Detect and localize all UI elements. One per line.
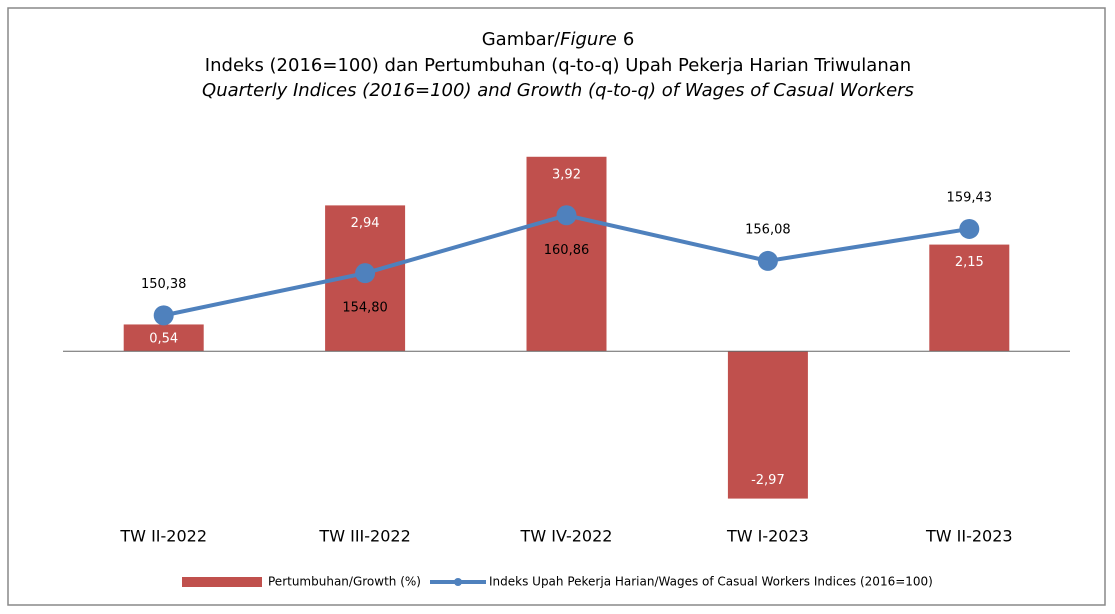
chart-subtitle: Indeks (2016=100) dan Pertumbuhan (q-to-… bbox=[205, 55, 911, 76]
line-marker bbox=[959, 218, 980, 239]
x-tick-label: TW I-2023 bbox=[726, 527, 809, 546]
legend-label: Pertumbuhan/Growth (%) bbox=[268, 575, 421, 589]
line-value-label: 154,80 bbox=[342, 301, 388, 316]
bar bbox=[526, 156, 607, 352]
bar-value-label: 3,92 bbox=[552, 167, 581, 182]
line-marker bbox=[153, 305, 174, 326]
legend-label: Indeks Upah Pekerja Harian/Wages of Casu… bbox=[489, 575, 933, 589]
line-value-label: 159,43 bbox=[947, 190, 993, 205]
line-value-label: 156,08 bbox=[745, 222, 791, 237]
line-marker bbox=[757, 250, 778, 271]
x-tick-label: TW IV-2022 bbox=[520, 527, 613, 546]
chart-subtitle-en: Quarterly Indices (2016=100) and Growth … bbox=[202, 80, 914, 101]
legend-swatch bbox=[182, 577, 262, 587]
line-marker bbox=[355, 263, 376, 284]
line-value-label: 160,86 bbox=[544, 243, 590, 258]
title-part: Figure bbox=[560, 29, 617, 50]
title-part: Gambar/ bbox=[482, 29, 561, 50]
bar bbox=[929, 244, 1010, 352]
bar bbox=[727, 351, 808, 499]
title-part: 6 bbox=[623, 29, 634, 50]
legend: Pertumbuhan/Growth (%) Indeks Upah Pekerj… bbox=[182, 575, 933, 589]
x-tick-label: TW II-2022 bbox=[119, 527, 207, 546]
bar-value-label: 0,54 bbox=[149, 332, 178, 347]
line-marker bbox=[556, 205, 577, 226]
legend-swatch-marker bbox=[454, 578, 462, 586]
x-tick-label: TW III-2022 bbox=[318, 527, 410, 546]
bar-value-label: -2,97 bbox=[751, 473, 785, 488]
bar bbox=[123, 324, 204, 352]
bar-value-label: 2,15 bbox=[955, 255, 984, 270]
chart-title: Gambar/Figure 6 bbox=[482, 29, 635, 50]
x-tick-label: TW II-2023 bbox=[925, 527, 1013, 546]
bar-value-label: 2,94 bbox=[351, 216, 380, 231]
line-value-label: 150,38 bbox=[141, 277, 187, 292]
